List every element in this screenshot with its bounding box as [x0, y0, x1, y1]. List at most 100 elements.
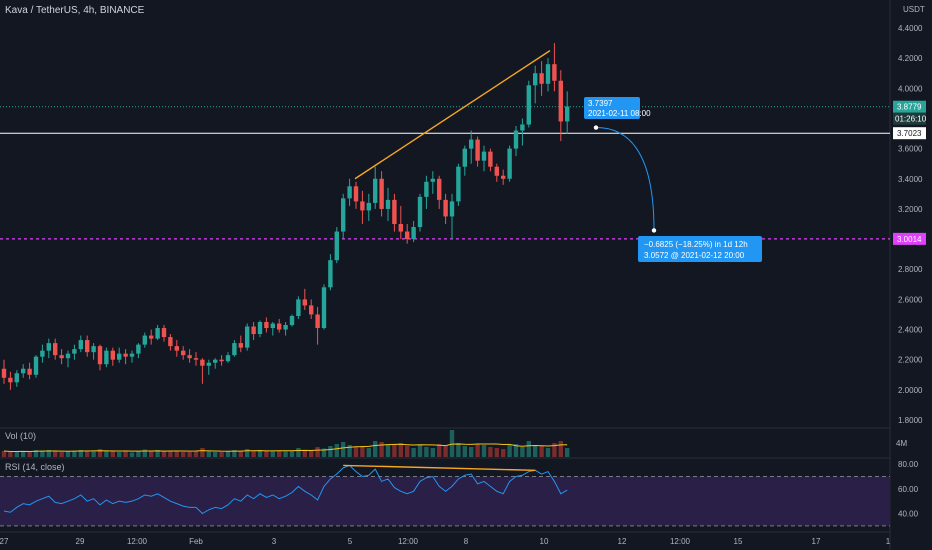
volume-bar	[283, 451, 288, 457]
time-tick-label: 8	[464, 537, 469, 546]
candle-body	[149, 335, 154, 339]
volume-bar	[129, 452, 135, 457]
volume-bar	[181, 452, 186, 457]
candle-body	[78, 340, 83, 350]
candle-body	[225, 355, 231, 362]
price-tick-label: 2.6000	[898, 295, 923, 304]
candle-body	[289, 315, 295, 326]
volume-bar	[526, 441, 531, 457]
candle-body	[85, 340, 90, 353]
white-line-tag-bg	[893, 127, 926, 140]
candle-body	[264, 322, 269, 329]
volume-bar	[251, 451, 256, 457]
candle-body	[347, 186, 352, 199]
candle-body	[417, 196, 423, 228]
candle-body	[392, 199, 397, 224]
candle-body	[174, 346, 179, 351]
rsi-tick-label: 60.00	[898, 485, 919, 494]
countdown-tag: 01:26:10	[895, 115, 927, 124]
candle-body	[398, 224, 403, 232]
volume-bar	[174, 451, 179, 457]
volume-bar	[289, 451, 295, 457]
volume-bar	[33, 450, 39, 457]
candle-body	[494, 166, 499, 176]
target-line-tag: 3.0014	[897, 235, 922, 244]
candle-body	[168, 337, 173, 347]
volume-bar	[411, 448, 416, 457]
rsi-tick-label: 40.00	[898, 510, 919, 519]
volume-bar	[168, 450, 173, 457]
candle-body	[411, 227, 416, 240]
candle-body	[270, 323, 275, 329]
candle-body	[539, 73, 544, 84]
projection-result-box	[638, 236, 762, 262]
volume-bar	[200, 448, 205, 457]
volume-bar	[225, 451, 231, 457]
candle-body	[251, 326, 256, 335]
candle-body	[334, 231, 339, 261]
candle-body	[110, 350, 115, 360]
volume-bar	[27, 452, 32, 457]
volume-bar	[238, 451, 243, 457]
volume-bar	[123, 451, 128, 457]
time-tick-label: 12:00	[127, 537, 148, 546]
volume-bar	[558, 441, 563, 457]
candle-body	[533, 73, 538, 86]
candle-body	[8, 377, 13, 383]
time-tick-label: 10	[540, 537, 549, 546]
candle-body	[129, 353, 135, 357]
volume-bar	[72, 451, 77, 457]
volume-bar	[309, 450, 314, 457]
price-trendline	[354, 50, 551, 180]
time-tick-label: 15	[734, 537, 743, 546]
volume-bar	[117, 452, 122, 457]
candle-body	[296, 299, 301, 316]
time-tick-label: Feb	[189, 537, 203, 546]
candle-body	[257, 322, 263, 335]
candle-body	[155, 328, 160, 339]
candle-body	[475, 139, 480, 161]
volume-bar	[155, 450, 160, 457]
candle-body	[565, 106, 570, 122]
volume-bar	[475, 444, 480, 457]
candle-body	[104, 350, 109, 365]
candle-body	[200, 359, 205, 366]
volume-bar	[8, 452, 13, 457]
price-tick-label: 4.4000	[898, 24, 923, 33]
candle-body	[33, 356, 39, 375]
volume-bar	[360, 446, 365, 457]
volume-bar	[366, 448, 371, 457]
volume-bar	[456, 443, 461, 457]
candle-body	[46, 343, 51, 351]
volume-bar	[507, 445, 512, 457]
volume-bar	[341, 442, 346, 457]
white-line-tag: 3.7023	[897, 129, 922, 138]
volume-bar	[469, 447, 474, 457]
candle-body	[373, 178, 378, 203]
time-tick-label: 3	[272, 537, 277, 546]
candle-body	[232, 343, 237, 356]
projection-change-text: −0.6825 (−18.25%) in 1d 12h	[644, 240, 748, 249]
volume-bar	[398, 443, 403, 457]
candle-body	[526, 85, 531, 125]
candle-body	[117, 353, 122, 360]
rsi-line	[3, 464, 568, 515]
volume-bar	[213, 452, 218, 457]
candle-body	[161, 328, 167, 338]
candle-body	[443, 199, 448, 217]
rsi-tick-label: 80.00	[898, 460, 919, 469]
candle-body	[181, 350, 186, 356]
volume-bar	[334, 444, 339, 457]
volume-ma-line	[3, 443, 568, 453]
volume-bar	[232, 450, 237, 457]
candle-body	[341, 198, 346, 232]
candle-body	[187, 355, 192, 359]
volume-bar	[142, 449, 147, 457]
volume-bar	[219, 452, 224, 457]
projection-start-point	[593, 125, 599, 130]
candle-body	[430, 178, 435, 182]
price-tick-label: 2.2000	[898, 356, 923, 365]
candle-body	[283, 325, 288, 330]
